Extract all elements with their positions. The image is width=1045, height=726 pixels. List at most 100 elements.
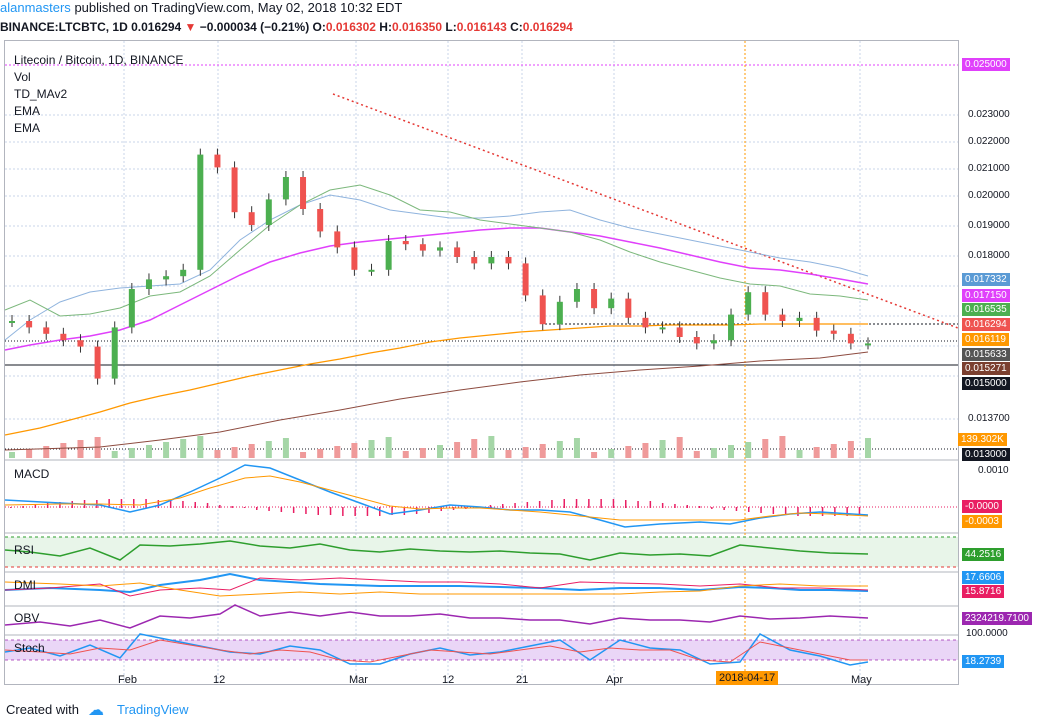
- macd-histogram-bar: [784, 507, 787, 515]
- macd-histogram-bar: [858, 507, 861, 515]
- macd-histogram-bar: [834, 507, 836, 516]
- macd-histogram-bar: [169, 500, 172, 508]
- macd-histogram-bar: [71, 501, 73, 508]
- volume-bar: [847, 441, 854, 458]
- macd-histogram-bar: [723, 507, 725, 510]
- candle: [437, 247, 443, 251]
- tradingview-link[interactable]: TradingView: [117, 702, 189, 717]
- candle: [693, 337, 700, 344]
- macd-histogram-bar: [686, 505, 688, 508]
- volume-bar: [180, 439, 187, 458]
- macd-histogram-bar: [329, 507, 332, 515]
- candle: [163, 276, 170, 280]
- macd-histogram-bar: [625, 500, 627, 508]
- time-label: 12: [213, 674, 226, 686]
- macd-histogram-bar: [342, 507, 344, 516]
- time-highlight: 2018-04-17: [716, 671, 779, 685]
- pane-label-rsi[interactable]: RSI: [14, 543, 35, 557]
- chart-frame[interactable]: [4, 40, 959, 685]
- candle: [796, 317, 803, 321]
- price-tag: 0.017150: [962, 289, 1010, 302]
- legend-title: Litecoin / Bitcoin, 1D, BINANCE: [14, 53, 184, 67]
- tradingview-cloud-icon: ☁: [88, 702, 104, 719]
- macd-histogram-bar: [182, 501, 184, 508]
- candle: [197, 154, 204, 270]
- candle: [77, 340, 84, 347]
- volume-bar: [710, 448, 717, 458]
- volume-bar: [865, 438, 871, 458]
- legend-item-vol[interactable]: Vol: [14, 70, 31, 84]
- candle: [830, 330, 837, 334]
- time-label: Feb: [118, 674, 137, 686]
- volume-bar: [608, 449, 615, 458]
- candle: [676, 327, 683, 337]
- candle: [368, 269, 375, 272]
- pane-label-macd[interactable]: MACD: [14, 467, 50, 481]
- price-tag: 0.015271: [962, 362, 1010, 375]
- pane-label-obv[interactable]: OBV: [14, 611, 40, 625]
- volume-bar: [591, 452, 598, 458]
- volume-tag: 139.302K: [958, 433, 1007, 446]
- high-label: H:: [379, 20, 392, 34]
- volume-bar: [145, 445, 152, 458]
- macd-histogram-bar: [268, 507, 270, 511]
- volume-bar: [351, 443, 358, 458]
- legend-item-ema-1[interactable]: EMA: [14, 104, 41, 118]
- macd-histogram-bar: [502, 504, 504, 508]
- macd-histogram-bar: [206, 503, 209, 508]
- legend-item-tdma[interactable]: TD_MAv2: [14, 87, 68, 101]
- volume-bar: [625, 446, 632, 458]
- macd-histogram-bar: [797, 507, 799, 516]
- candle: [813, 317, 820, 331]
- time-label: 21: [516, 674, 529, 686]
- macd-histogram-bar: [231, 506, 233, 508]
- legend-item-ema-2[interactable]: EMA: [14, 121, 41, 135]
- rsi-tag: 44.2516: [962, 548, 1005, 561]
- volume-bar: [419, 448, 426, 458]
- volume-bar: [488, 436, 495, 458]
- price-tick: 0.022000: [968, 136, 1010, 147]
- volume-bar: [830, 444, 837, 458]
- macd-histogram-bar: [760, 507, 762, 513]
- candle: [419, 244, 426, 251]
- price-tick: 0.020000: [968, 190, 1010, 201]
- volume-bar: [556, 441, 563, 458]
- created-with-label: Created with: [6, 702, 79, 717]
- candle: [94, 346, 101, 379]
- publish-header: alanmasters published on TradingView.com…: [0, 0, 1045, 20]
- open-value: 0.016302: [325, 20, 376, 34]
- macd-histogram-bar: [22, 506, 24, 508]
- macd-histogram-bar: [809, 507, 811, 516]
- macd-histogram-bar: [649, 501, 652, 508]
- volume-bar: [505, 450, 512, 458]
- candle: [505, 257, 512, 264]
- candle: [317, 209, 324, 232]
- macd-signal-tag: -0.0003: [962, 515, 1002, 528]
- macd-histogram-bar: [194, 502, 196, 508]
- macd-histogram-bar: [563, 499, 565, 508]
- macd-histogram-bar: [317, 507, 319, 515]
- candle: [128, 289, 135, 328]
- macd-histogram-bar: [354, 507, 356, 516]
- candle: [60, 333, 67, 341]
- author-link[interactable]: alanmasters: [0, 0, 71, 15]
- price-tick: 0.021000: [968, 163, 1010, 174]
- candle: [111, 327, 118, 379]
- pane-label-stoch[interactable]: Stoch: [14, 641, 45, 655]
- macd-histogram-bar: [391, 507, 393, 515]
- time-label: Apr: [606, 674, 624, 686]
- candle: [471, 257, 478, 264]
- candle: [573, 289, 580, 302]
- pane-label-dmi[interactable]: DMI: [14, 578, 36, 592]
- macd-histogram-bar: [108, 499, 110, 508]
- candle: [762, 292, 769, 315]
- macd-histogram-bar: [674, 504, 676, 508]
- macd-histogram-bar: [526, 502, 529, 508]
- macd-histogram-bar: [219, 505, 221, 508]
- dmi-plus-tag: 17.6606: [962, 571, 1005, 584]
- volume-bar: [43, 446, 50, 458]
- candle: [43, 327, 50, 334]
- price-tick: 0.013700: [968, 413, 1010, 424]
- macd-histogram-bar: [34, 504, 37, 508]
